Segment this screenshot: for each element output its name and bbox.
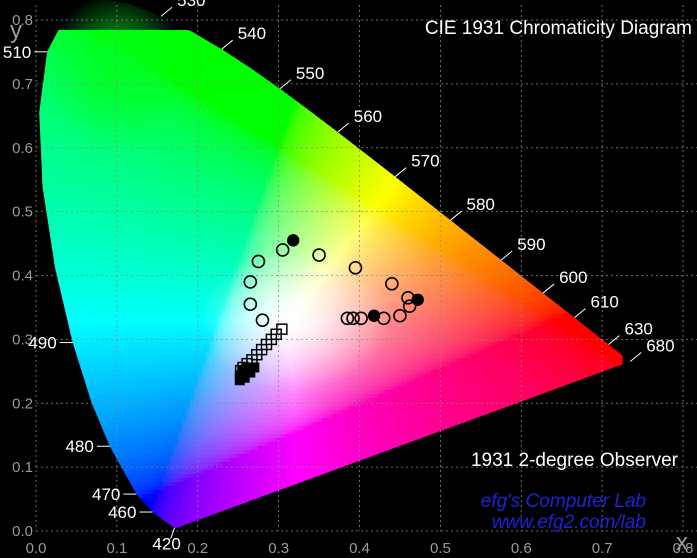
wavelength-tick — [170, 527, 176, 539]
y-axis-label: y — [10, 17, 22, 44]
wavelength-labels: 4204604704804905105205305405505605705805… — [3, 0, 675, 554]
wavelength-tick — [337, 122, 350, 133]
x-tick-label: 0.2 — [187, 540, 208, 557]
wavelength-label: 420 — [152, 535, 180, 554]
x-tick-label: 0.5 — [430, 540, 451, 557]
y-tick-label: 0.5 — [12, 204, 33, 221]
filled-circle-point — [286, 234, 300, 247]
wavelength-tick — [160, 6, 173, 17]
wavelength-tick — [574, 308, 586, 319]
wavelength-tick — [450, 210, 462, 221]
open-circle-point — [251, 254, 266, 269]
credit-line-1: efg's Computer Lab — [481, 491, 646, 512]
wavelength-label: 560 — [354, 107, 382, 126]
open-circle-point — [243, 275, 258, 289]
observer-annotation: 1931 2-degree Observer — [471, 450, 679, 471]
open-circle-point — [402, 299, 417, 313]
y-tick-label: 0.6 — [12, 140, 33, 157]
wavelength-label: 540 — [238, 24, 266, 43]
filled-square-point — [249, 362, 260, 373]
open-circle-point — [255, 313, 270, 328]
wavelength-tick — [500, 250, 513, 261]
y-tick-label: 0.0 — [12, 523, 33, 540]
chart-title: CIE 1931 Chromaticity Diagram — [425, 18, 692, 39]
wavelength-label: 550 — [296, 64, 324, 83]
open-circle-point — [354, 311, 368, 326]
open-circle-point — [243, 297, 258, 312]
x-tick-label: 0.3 — [268, 540, 289, 557]
wavelength-tick — [608, 335, 620, 345]
wavelength-label: 510 — [3, 43, 31, 62]
wavelength-label: 490 — [28, 334, 56, 353]
y-tick-label: 0.8 — [12, 12, 33, 29]
x-axis-label: x — [676, 529, 688, 556]
x-tick-label: 0.0 — [26, 540, 47, 557]
open-circle-point — [346, 311, 360, 326]
open-circle-point — [340, 311, 355, 326]
filled-square-point — [239, 372, 250, 383]
x-tick-label: 0.7 — [592, 540, 613, 557]
wavelength-label: 590 — [517, 235, 545, 254]
wavelength-label: 460 — [108, 503, 136, 522]
y-tick-label: 0.1 — [12, 459, 33, 476]
credit-line-2: www.efg2.com/lab — [492, 512, 646, 533]
wavelength-label: 470 — [92, 485, 120, 504]
grid — [35, 5, 697, 532]
x-tick-label: 0.8 — [673, 540, 694, 557]
wavelength-label: 580 — [466, 195, 494, 214]
wavelength-tick — [221, 39, 234, 50]
wavelength-label: 600 — [559, 268, 587, 287]
filled-circle-point — [411, 293, 424, 306]
open-circle-point — [385, 277, 399, 291]
open-circle-point — [312, 248, 326, 262]
x-tick-label: 0.4 — [349, 540, 370, 557]
open-circle-point — [275, 243, 290, 257]
wavelength-label: 610 — [590, 293, 618, 312]
filled-square-point — [245, 367, 256, 378]
wavelength-label: 630 — [625, 319, 653, 338]
wavelength-tick — [542, 283, 555, 294]
y-tick-label: 0.7 — [12, 76, 33, 93]
x-tick-label: 0.1 — [106, 540, 127, 557]
wavelength-tick — [629, 352, 642, 362]
open-circle-point — [348, 261, 363, 275]
wavelength-label: 680 — [646, 337, 674, 356]
wavelength-tick — [279, 79, 292, 90]
y-tick-label: 0.2 — [12, 395, 33, 412]
open-circle-point — [393, 308, 407, 323]
data-points — [234, 234, 424, 386]
filled-circle-point — [367, 309, 381, 322]
wavelength-label: 530 — [177, 0, 205, 10]
wavelength-tick — [394, 167, 407, 178]
wavelength-label: 480 — [65, 437, 93, 456]
y-tick-label: 0.4 — [12, 268, 33, 285]
axis-ticks: 0.0 0.1 0.2 0.3 0.4 0.5 0.6 0.7 0.8 0.0 0.1 0.2 0.3 0… — [12, 12, 693, 557]
y-tick-label: 0.3 — [12, 331, 33, 348]
wavelength-label: 570 — [411, 152, 439, 171]
x-tick-label: 0.6 — [511, 540, 532, 557]
